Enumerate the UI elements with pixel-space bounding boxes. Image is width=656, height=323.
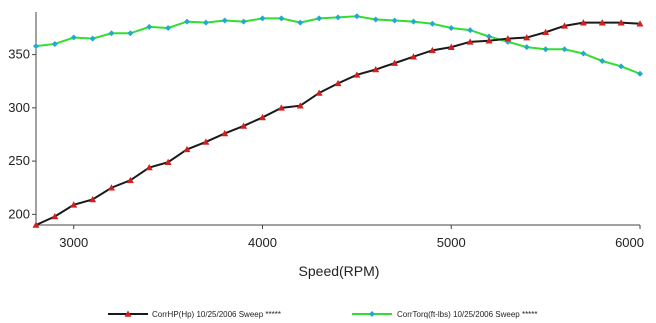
hp-point (315, 89, 323, 96)
torque-point (523, 44, 530, 51)
torque-point (448, 24, 455, 31)
torque-point (486, 33, 492, 40)
hp-point (51, 212, 59, 220)
hp-point (259, 113, 266, 121)
torque-point (259, 15, 266, 22)
torque-point (372, 16, 379, 23)
legend-swatch-marker (369, 311, 375, 317)
hp-point (240, 122, 248, 129)
torque-point (146, 23, 153, 30)
y-tick-label: 300 (8, 100, 30, 115)
torque-point (410, 18, 417, 25)
hp-point (598, 19, 606, 26)
hp-point (391, 59, 399, 66)
torque-point (184, 18, 190, 25)
x-tick-label: 5000 (437, 235, 466, 250)
legend-label: CorrTorq(ft-lbs) 10/25/2006 Sweep ***** (397, 310, 538, 319)
legend: CorrHP(Hp) 10/25/2006 Sweep ***** CorrTor… (108, 310, 538, 319)
hp-point (202, 138, 210, 145)
hp-point (108, 184, 115, 191)
hp-point (353, 71, 361, 78)
x-axis-label: Speed(RPM) (299, 263, 380, 279)
torque-point (637, 70, 643, 77)
hp-point (89, 195, 97, 203)
torque-point (542, 46, 549, 53)
hp-point (126, 176, 134, 184)
hp-point (372, 66, 380, 73)
hp-point (579, 19, 587, 26)
hp-point (410, 53, 417, 60)
torque-point (467, 27, 474, 34)
torque-point (89, 35, 96, 42)
torque-point (127, 30, 134, 37)
hp-point (447, 43, 455, 50)
hp-point (145, 163, 153, 171)
torque-point (353, 13, 360, 20)
hp-point (164, 158, 172, 165)
legend-label: CorrHP(Hp) 10/25/2006 Sweep ***** (152, 310, 281, 319)
hp-point (466, 38, 474, 45)
legend-item: CorrHP(Hp) 10/25/2006 Sweep ***** (108, 310, 281, 319)
y-tick-label: 200 (8, 206, 30, 221)
hp-point (334, 79, 342, 87)
torque-line (35, 15, 641, 75)
torque-point (33, 43, 39, 50)
legend-swatch-marker (124, 310, 132, 317)
torque-point (221, 17, 228, 24)
hp-point (277, 104, 285, 111)
hp-line (35, 21, 641, 226)
x-tick-label: 3000 (59, 235, 88, 250)
torque-point (165, 24, 172, 31)
hp-point (523, 34, 531, 41)
torque-point (580, 50, 587, 57)
torque-point (316, 15, 323, 22)
torque-point (297, 19, 304, 26)
torque-point (618, 63, 625, 70)
hp-point (485, 37, 493, 44)
hp-point (542, 28, 550, 36)
hp-point (636, 20, 644, 27)
hp-point (221, 129, 229, 137)
hp-point (428, 46, 436, 54)
series-hp (32, 19, 644, 228)
hp-point (617, 19, 625, 26)
torque-point (561, 46, 568, 53)
hp-point (70, 201, 78, 208)
torque-point (335, 14, 341, 21)
torque-point (108, 30, 115, 37)
torque-point (278, 15, 285, 22)
legend-item: CorrTorq(ft-lbs) 10/25/2006 Sweep ***** (352, 310, 538, 319)
y-tick-label: 350 (8, 47, 30, 62)
torque-point (51, 40, 58, 47)
hp-point (183, 145, 191, 153)
series-torque (33, 13, 643, 77)
torque-point (599, 57, 606, 64)
hp-point (561, 22, 568, 29)
hp-point (296, 102, 304, 109)
torque-point (240, 18, 247, 25)
y-tick-label: 250 (8, 153, 30, 168)
x-tick-label: 6000 (615, 235, 644, 250)
hp-point (504, 35, 512, 42)
torque-point (391, 17, 398, 24)
torque-point (70, 34, 77, 41)
torque-point (429, 20, 436, 27)
series-layer (32, 13, 644, 228)
axes: 200 250 300 350 3000 4000 5000 6000 (8, 12, 644, 250)
torque-point (202, 19, 209, 26)
hp-point (32, 221, 40, 228)
x-tick-label: 4000 (248, 235, 277, 250)
